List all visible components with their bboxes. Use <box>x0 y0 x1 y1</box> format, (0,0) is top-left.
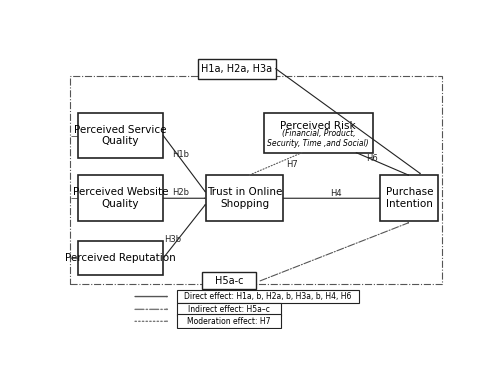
Text: Indirect effect: H5a–c: Indirect effect: H5a–c <box>188 305 270 314</box>
Text: Perceived Risk: Perceived Risk <box>280 121 356 131</box>
Text: Perceived Service
Quality: Perceived Service Quality <box>74 125 167 147</box>
Text: Moderation effect: H7: Moderation effect: H7 <box>188 317 271 326</box>
FancyBboxPatch shape <box>264 113 372 153</box>
Text: H2b: H2b <box>172 188 189 197</box>
Text: H6: H6 <box>366 154 378 163</box>
Text: H4: H4 <box>330 189 342 198</box>
Text: Direct effect: H1a, b, H2a, b, H3a, b, H4, H6: Direct effect: H1a, b, H2a, b, H3a, b, H… <box>184 292 352 301</box>
FancyBboxPatch shape <box>206 175 284 221</box>
Text: H3b: H3b <box>164 235 182 244</box>
FancyBboxPatch shape <box>202 272 256 289</box>
Text: H5a-c: H5a-c <box>215 276 244 286</box>
Text: H7: H7 <box>286 159 298 169</box>
FancyBboxPatch shape <box>78 113 163 158</box>
Text: Purchase
Intention: Purchase Intention <box>386 188 433 209</box>
FancyBboxPatch shape <box>380 175 438 221</box>
FancyBboxPatch shape <box>78 241 163 275</box>
FancyBboxPatch shape <box>177 314 282 328</box>
Text: Perceived Reputation: Perceived Reputation <box>65 253 176 263</box>
Text: H1a, H2a, H3a: H1a, H2a, H3a <box>202 64 272 74</box>
FancyBboxPatch shape <box>198 58 276 78</box>
Text: H1b: H1b <box>172 149 189 159</box>
FancyBboxPatch shape <box>78 175 163 221</box>
FancyBboxPatch shape <box>177 303 282 316</box>
FancyBboxPatch shape <box>177 290 359 303</box>
Text: Perceived Website
Quality: Perceived Website Quality <box>73 188 168 209</box>
Text: (Financial, Product,
Security, Time ,and Social): (Financial, Product, Security, Time ,and… <box>268 129 369 148</box>
Text: Trust in Online
Shopping: Trust in Online Shopping <box>207 188 282 209</box>
